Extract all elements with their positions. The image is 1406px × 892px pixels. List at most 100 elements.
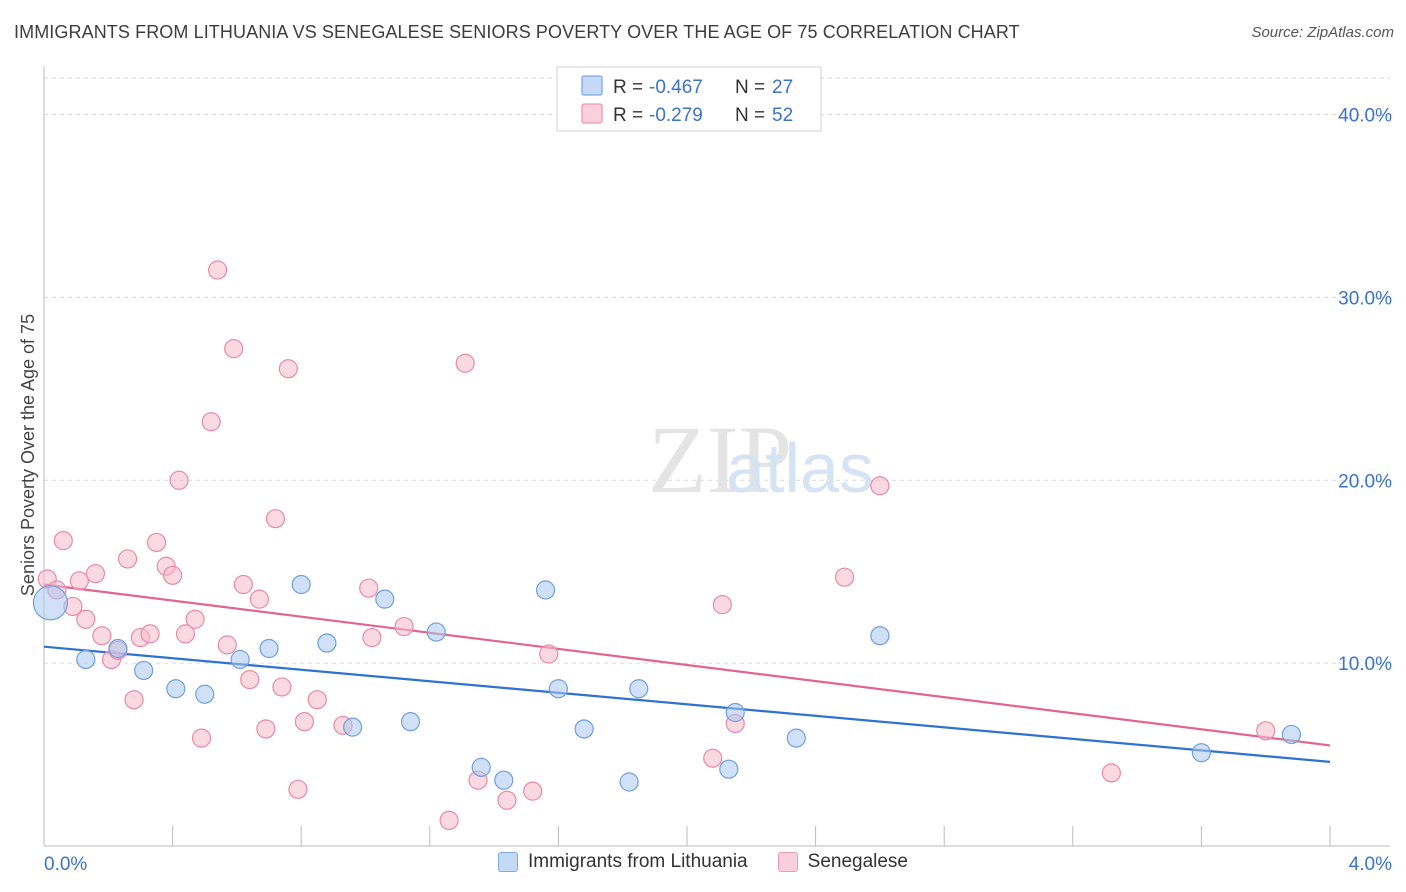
senegalese-point: [249, 589, 270, 609]
chart-title: IMMIGRANTS FROM LITHUANIA VS SENEGALESE …: [14, 22, 1020, 42]
senegalese-point: [76, 609, 96, 629]
senegalese-point: [146, 532, 167, 553]
senegalese-point: [69, 571, 89, 591]
senegalese-point: [240, 669, 260, 690]
lithuania-trend-line: [43, 645, 1331, 763]
lithuania-point: [548, 679, 569, 699]
lithuania-point: [574, 719, 594, 739]
senegalese-point: [703, 748, 723, 768]
lithuania-point: [166, 679, 186, 699]
stats-legend: R = -0.467 N = 27 R = -0.279 N = 52: [556, 66, 822, 132]
legend-item-lithuania[interactable]: Immigrants from Lithuania: [497, 851, 748, 873]
watermark-zip: ZIP: [648, 406, 792, 513]
stats-legend-swatch: [581, 103, 603, 124]
legend-swatch-blue: [497, 852, 518, 872]
senegalese-point: [294, 712, 315, 732]
stats-legend-swatch: [581, 75, 603, 96]
lithuania-point: [134, 660, 154, 681]
y-axis-label: Seniors Poverty Over the Age of 75: [18, 314, 38, 596]
lithuania-point: [1281, 724, 1302, 745]
senegalese-point: [455, 353, 475, 373]
senegalese-point: [394, 616, 414, 637]
lithuania-point: [426, 622, 446, 642]
senegalese-point: [191, 728, 212, 748]
stats-n-label: N =: [735, 77, 765, 98]
data-points: [32, 260, 1302, 831]
senegalese-point: [439, 810, 459, 831]
legend-label-lithuania: Immigrants from Lithuania: [527, 851, 748, 872]
senegalese-point: [85, 563, 106, 584]
lithuania-point: [786, 728, 806, 748]
x-tick-label: 0.0%: [44, 854, 87, 875]
senegalese-point: [169, 470, 189, 490]
senegalese-point: [1101, 763, 1121, 783]
senegalese-point: [362, 627, 382, 648]
legend-label-senegalese: Senegalese: [807, 851, 909, 872]
senegalese-point: [92, 626, 112, 646]
lithuania-point: [76, 649, 96, 670]
senegalese-point: [175, 624, 196, 644]
senegalese-point: [497, 790, 517, 810]
senegalese-point: [201, 412, 221, 432]
senegalese-point: [834, 567, 855, 587]
lithuania-point: [230, 649, 250, 670]
series-legend: Immigrants from Lithuania Senegalese: [0, 851, 1406, 873]
senegalese-point: [539, 644, 559, 664]
legend-item-senegalese[interactable]: Senegalese: [777, 851, 909, 873]
lithuania-point: [343, 717, 363, 737]
lithuania-point: [471, 757, 491, 777]
lithuania-point: [317, 633, 337, 653]
senegalese-point: [870, 476, 890, 496]
senegalese-point: [288, 779, 308, 799]
lithuania-point: [725, 702, 745, 723]
senegalese-point: [233, 574, 253, 595]
stats-r-label: R =: [613, 105, 643, 126]
lithuania-point: [1191, 743, 1212, 763]
source-label: Source: ZipAtlas.com: [1251, 24, 1394, 41]
y-tick-label: 40.0%: [1338, 106, 1392, 127]
senegalese-point: [278, 359, 298, 379]
lithuania-point: [629, 679, 649, 699]
lithuania-point: [400, 712, 421, 732]
senegalese-point: [185, 609, 205, 629]
lithuania-point: [870, 626, 890, 646]
stats-n-value: 27: [772, 77, 793, 98]
lithuania-point: [619, 772, 639, 792]
tick-labels: 10.0% 20.0% 30.0% 40.0% 0.0% 4.0%: [44, 106, 1392, 875]
legend-swatch-pink: [777, 852, 798, 872]
lithuania-point: [719, 759, 739, 779]
senegalese-point: [208, 260, 228, 280]
senegalese-point: [359, 578, 379, 598]
stats-r-value: -0.467: [649, 77, 703, 98]
lithuania-point: [108, 638, 128, 659]
y-tick-label: 30.0%: [1338, 288, 1392, 309]
senegalese-point: [117, 549, 138, 569]
senegalese-point: [140, 624, 160, 644]
senegalese-point: [53, 531, 73, 551]
lithuania-point: [494, 770, 514, 790]
stats-r-label: R =: [613, 77, 643, 98]
senegalese-point: [224, 339, 244, 359]
lithuania-point: [535, 580, 556, 600]
senegalese-point: [523, 781, 543, 801]
senegalese-point: [163, 565, 183, 585]
lithuania-point: [291, 574, 311, 595]
stats-n-value: 52: [772, 105, 793, 126]
stats-n-label: N =: [735, 105, 765, 126]
senegalese-point: [712, 595, 732, 615]
senegalese-trend-line: [43, 583, 1331, 747]
senegalese-point: [1256, 721, 1276, 741]
y-tick-label: 20.0%: [1338, 471, 1392, 492]
stats-r-value: -0.279: [649, 105, 703, 126]
senegalese-point: [272, 677, 292, 697]
lithuania-point: [375, 589, 395, 609]
senegalese-point: [217, 635, 237, 655]
senegalese-point: [265, 509, 286, 529]
senegalese-point: [124, 690, 144, 710]
x-tick-label: 4.0%: [1349, 854, 1392, 875]
lithuania-point: [259, 638, 279, 659]
axes: [43, 66, 1390, 847]
senegalese-point: [307, 690, 327, 710]
y-tick-label: 10.0%: [1338, 654, 1392, 675]
